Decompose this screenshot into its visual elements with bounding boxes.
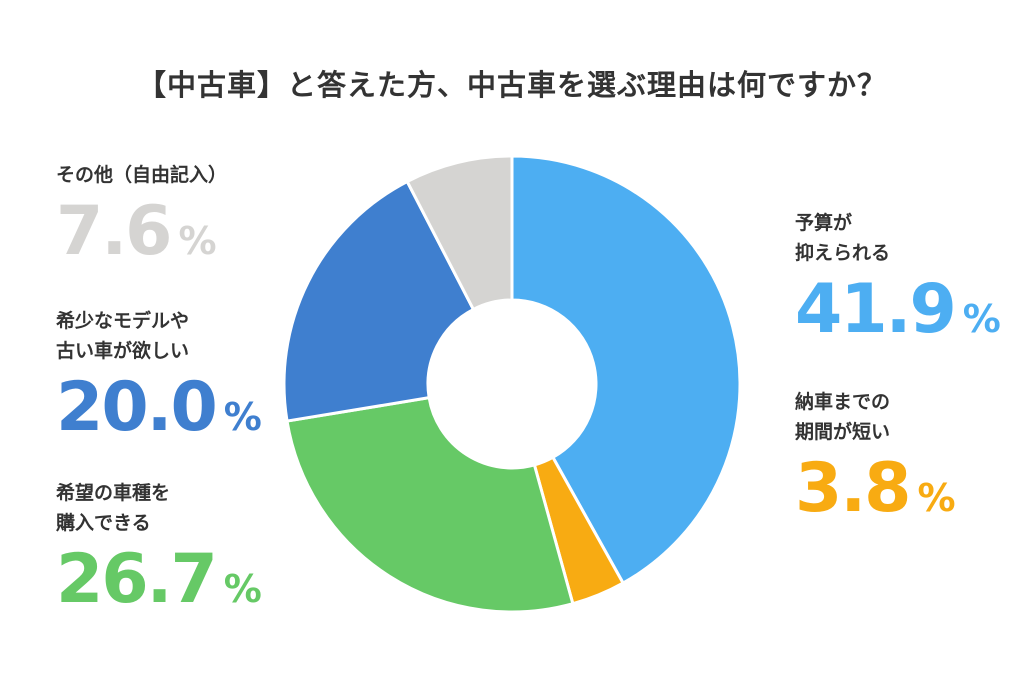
- slice-label-line: 予算が: [795, 212, 853, 234]
- slice-value: 26.7: [56, 540, 218, 619]
- label-budget: 予算が 抑えられる 41.9%: [795, 208, 1001, 346]
- slice-label-line: 希少なモデルや: [56, 310, 190, 332]
- slice-label-line: 古い車が欲しい: [56, 340, 190, 362]
- donut-slice-4: [405, 154, 514, 312]
- label-rare-model: 希少なモデルや 古い車が欲しい 20.0%: [56, 306, 262, 444]
- slice-unit: %: [223, 395, 262, 439]
- donut-slice-2: [285, 395, 575, 614]
- slice-label-line: 期間が短い: [795, 421, 891, 443]
- slice-label-line: その他（自由記入）: [56, 164, 228, 186]
- donut-slice-3: [282, 179, 476, 423]
- slice-value: 20.0: [56, 368, 218, 447]
- slice-value: 7.6: [56, 192, 172, 271]
- slice-unit: %: [962, 297, 1001, 341]
- slice-unit: %: [178, 219, 217, 263]
- slice-unit: %: [223, 567, 262, 611]
- slice-label-line: 購入できる: [56, 512, 151, 534]
- label-delivery: 納車までの 期間が短い 3.8%: [795, 387, 956, 525]
- slice-value: 41.9: [795, 270, 957, 349]
- donut-slice-0: [510, 154, 742, 586]
- slice-unit: %: [917, 476, 956, 520]
- label-other: その他（自由記入） 7.6%: [56, 160, 227, 268]
- label-desired-model: 希望の車種を 購入できる 26.7%: [56, 478, 262, 616]
- slice-label-line: 抑えられる: [795, 242, 891, 264]
- slice-value: 3.8: [795, 449, 911, 528]
- slice-label-line: 希望の車種を: [56, 482, 171, 504]
- slice-label-line: 納車までの: [795, 391, 891, 413]
- chart-title: 【中古車】と答えた方、中古車を選ぶ理由は何ですか？: [136, 68, 887, 102]
